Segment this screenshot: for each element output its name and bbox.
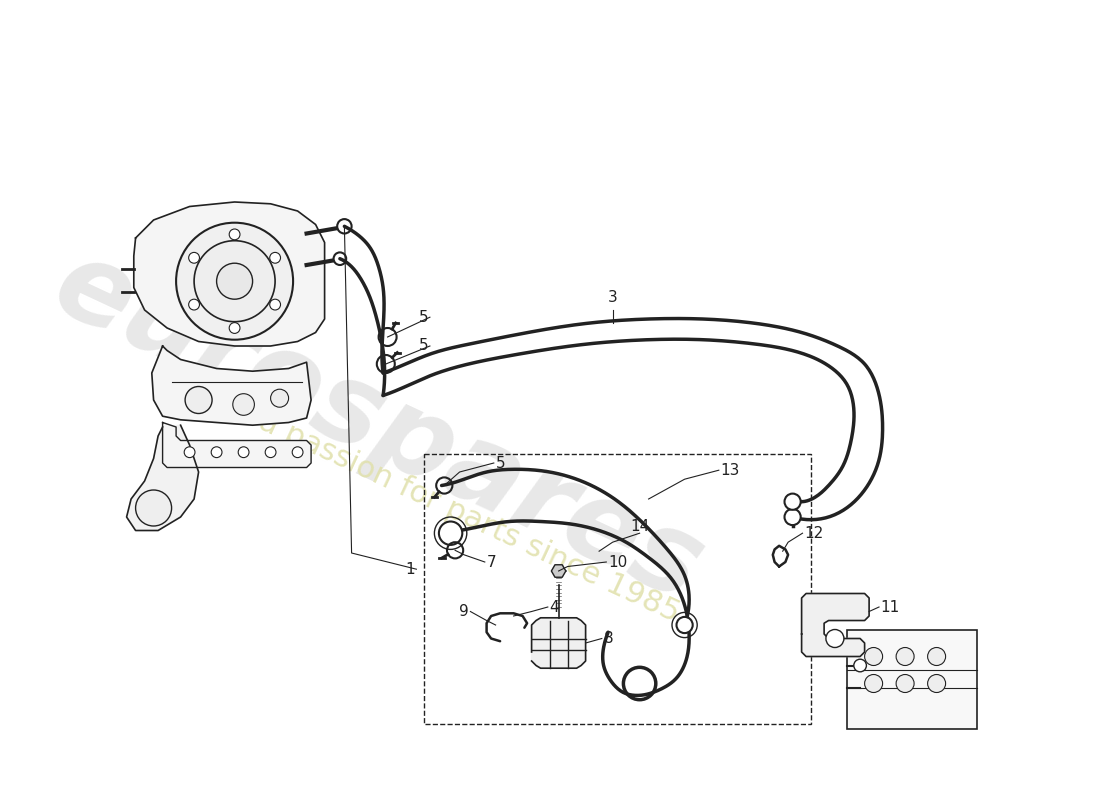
Circle shape [865, 647, 882, 666]
Text: 13: 13 [720, 462, 740, 478]
Text: 1: 1 [405, 562, 415, 577]
Circle shape [293, 447, 303, 458]
Bar [847, 630, 977, 729]
Text: 4: 4 [550, 599, 559, 614]
Text: 5: 5 [418, 338, 428, 354]
Circle shape [211, 447, 222, 458]
Polygon shape [134, 202, 324, 346]
Circle shape [265, 447, 276, 458]
Polygon shape [152, 346, 311, 426]
Circle shape [333, 252, 346, 265]
Circle shape [439, 522, 462, 545]
Circle shape [927, 647, 946, 666]
Circle shape [270, 299, 280, 310]
Text: 3: 3 [607, 290, 617, 306]
Text: a passion for parts since 1985: a passion for parts since 1985 [253, 406, 684, 627]
Circle shape [135, 490, 172, 526]
Polygon shape [126, 426, 199, 530]
Text: 9: 9 [459, 604, 469, 619]
Circle shape [189, 299, 199, 310]
Circle shape [176, 222, 293, 340]
Circle shape [185, 386, 212, 414]
Circle shape [784, 509, 801, 525]
Bar [424, 454, 811, 724]
Polygon shape [802, 594, 869, 657]
Circle shape [194, 241, 275, 322]
Circle shape [184, 447, 195, 458]
Circle shape [896, 647, 914, 666]
Text: 7: 7 [486, 554, 496, 570]
Text: eurospares: eurospares [37, 230, 719, 624]
Polygon shape [163, 422, 311, 467]
Text: 5: 5 [418, 310, 428, 325]
Circle shape [189, 252, 199, 263]
Text: 11: 11 [881, 599, 900, 614]
Text: 12: 12 [804, 526, 824, 541]
Circle shape [927, 674, 946, 693]
Polygon shape [531, 618, 585, 668]
Circle shape [217, 263, 253, 299]
Circle shape [229, 322, 240, 334]
Circle shape [338, 219, 352, 234]
Text: 14: 14 [630, 518, 649, 534]
Circle shape [854, 659, 867, 672]
Circle shape [865, 674, 882, 693]
Circle shape [229, 229, 240, 240]
Circle shape [676, 617, 693, 633]
Circle shape [233, 394, 254, 415]
Circle shape [239, 447, 249, 458]
Circle shape [826, 630, 844, 647]
Circle shape [784, 494, 801, 510]
Text: 8: 8 [604, 631, 613, 646]
Circle shape [271, 389, 288, 407]
Text: 10: 10 [608, 554, 627, 570]
Circle shape [270, 252, 280, 263]
Text: 5: 5 [496, 455, 505, 470]
Circle shape [896, 674, 914, 693]
Polygon shape [551, 565, 565, 578]
